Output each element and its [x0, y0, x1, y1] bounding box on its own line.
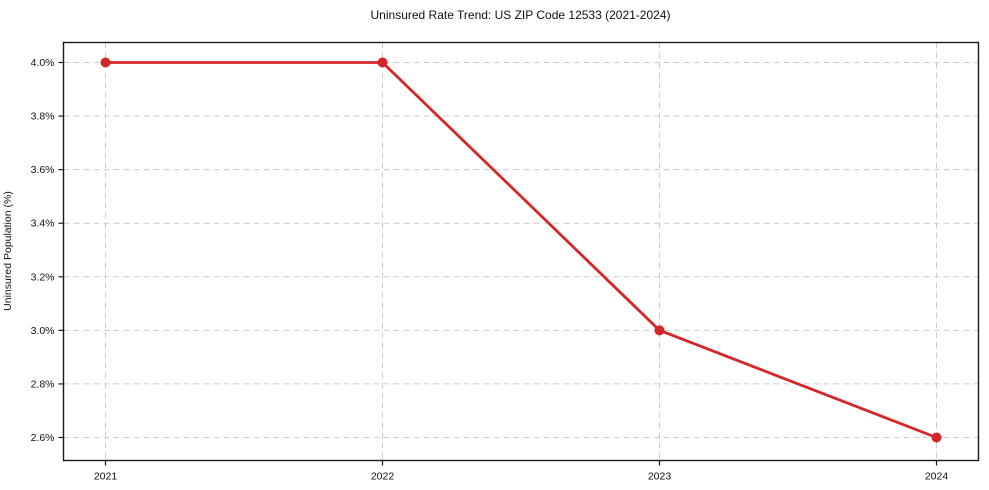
data-point-marker [100, 57, 111, 68]
y-tick-label: 3.6% [31, 164, 55, 176]
x-tick-label: 2022 [371, 471, 395, 483]
y-tick-label: 3.8% [31, 111, 55, 123]
y-tick-label: 3.4% [31, 218, 55, 230]
y-tick-label: 3.0% [31, 325, 55, 337]
data-point-marker [654, 325, 665, 336]
y-axis-label: Uninsured Population (%) [2, 191, 14, 311]
x-tick-label: 2021 [94, 471, 118, 483]
data-point-marker [377, 57, 388, 68]
plot-border [62, 41, 980, 462]
y-tick-label: 2.6% [31, 432, 55, 444]
y-tick-label: 2.8% [31, 378, 55, 390]
chart-title: Uninsured Rate Trend: US ZIP Code 12533 … [370, 8, 671, 22]
x-tick-label: 2023 [648, 471, 672, 483]
y-tick-label: 3.2% [31, 271, 55, 283]
data-point-marker [931, 432, 942, 443]
y-tick-label: 4.0% [31, 57, 55, 69]
series-line [104, 61, 938, 439]
x-tick-label: 2024 [925, 471, 949, 483]
